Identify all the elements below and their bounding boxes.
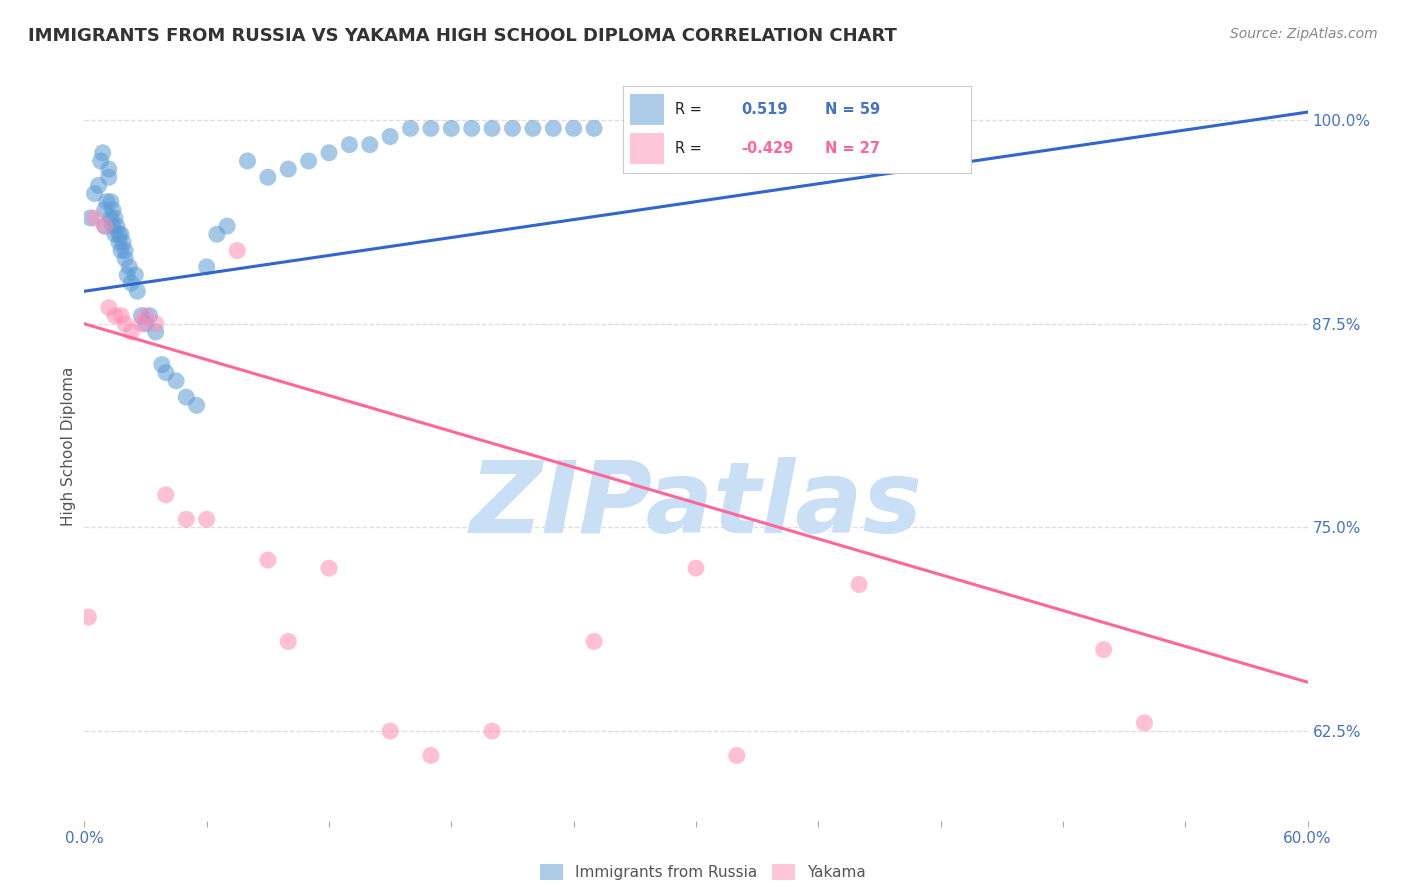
Point — [155, 366, 177, 380]
Point — [104, 227, 127, 242]
Point — [186, 398, 208, 412]
Point — [90, 153, 112, 168]
Point — [108, 235, 131, 250]
Point — [685, 561, 707, 575]
Point — [145, 317, 167, 331]
Point — [118, 260, 141, 274]
Point — [101, 202, 124, 217]
Point — [124, 268, 146, 282]
Text: ZIPatlas: ZIPatlas — [470, 458, 922, 555]
Point — [226, 244, 249, 258]
Point — [131, 317, 153, 331]
Legend: Immigrants from Russia, Yakama: Immigrants from Russia, Yakama — [540, 864, 866, 880]
Point — [583, 121, 606, 136]
Point — [380, 129, 402, 144]
Point — [257, 170, 280, 185]
Point — [339, 137, 361, 152]
Point — [277, 162, 299, 177]
Point — [502, 121, 524, 136]
Point — [135, 317, 157, 331]
Point — [318, 561, 340, 575]
Point — [174, 512, 197, 526]
Point — [848, 577, 870, 591]
Point — [318, 145, 340, 160]
Text: Source: ZipAtlas.com: Source: ZipAtlas.com — [1230, 27, 1378, 41]
Point — [110, 309, 132, 323]
Point — [104, 211, 127, 225]
Point — [359, 137, 381, 152]
Point — [96, 194, 118, 209]
Point — [420, 121, 443, 136]
Point — [135, 309, 157, 323]
Point — [155, 488, 177, 502]
Point — [1092, 642, 1115, 657]
Point — [97, 170, 120, 185]
Point — [1133, 715, 1156, 730]
Point — [522, 121, 544, 136]
Point — [481, 121, 503, 136]
Point — [114, 317, 136, 331]
Point — [399, 121, 422, 136]
Point — [101, 219, 124, 233]
Point — [97, 162, 120, 177]
Point — [91, 145, 114, 160]
Point — [562, 121, 585, 136]
Point — [217, 219, 239, 233]
Point — [298, 153, 321, 168]
Point — [79, 211, 101, 225]
Point — [100, 194, 122, 209]
Point — [104, 309, 127, 323]
Text: IMMIGRANTS FROM RUSSIA VS YAKAMA HIGH SCHOOL DIPLOMA CORRELATION CHART: IMMIGRANTS FROM RUSSIA VS YAKAMA HIGH SC… — [28, 27, 897, 45]
Point — [108, 227, 131, 242]
Point — [174, 390, 197, 404]
Point — [110, 244, 132, 258]
Point — [725, 748, 748, 763]
Point — [83, 186, 105, 201]
Point — [114, 244, 136, 258]
Point — [461, 121, 484, 136]
Point — [83, 211, 105, 225]
Point — [87, 178, 110, 193]
Point — [115, 268, 138, 282]
Point — [110, 227, 132, 242]
Point — [93, 219, 115, 233]
Point — [112, 235, 135, 250]
Point — [100, 211, 122, 225]
Point — [93, 219, 115, 233]
Point — [93, 202, 115, 217]
Point — [77, 610, 100, 624]
Point — [145, 325, 167, 339]
Point — [114, 252, 136, 266]
Point — [97, 301, 120, 315]
Y-axis label: High School Diploma: High School Diploma — [60, 367, 76, 525]
Point — [277, 634, 299, 648]
Point — [195, 512, 218, 526]
Point — [120, 325, 142, 339]
Point — [195, 260, 218, 274]
Point — [165, 374, 187, 388]
Point — [105, 219, 128, 233]
Point — [583, 634, 606, 648]
Point — [150, 358, 173, 372]
Point — [257, 553, 280, 567]
Point — [205, 227, 228, 242]
Point — [420, 748, 443, 763]
Point — [440, 121, 463, 136]
Point — [127, 285, 149, 299]
Point — [481, 724, 503, 739]
Point — [138, 309, 160, 323]
Point — [380, 724, 402, 739]
Point — [131, 309, 153, 323]
Point — [120, 276, 142, 290]
Point — [543, 121, 565, 136]
Point — [236, 153, 259, 168]
